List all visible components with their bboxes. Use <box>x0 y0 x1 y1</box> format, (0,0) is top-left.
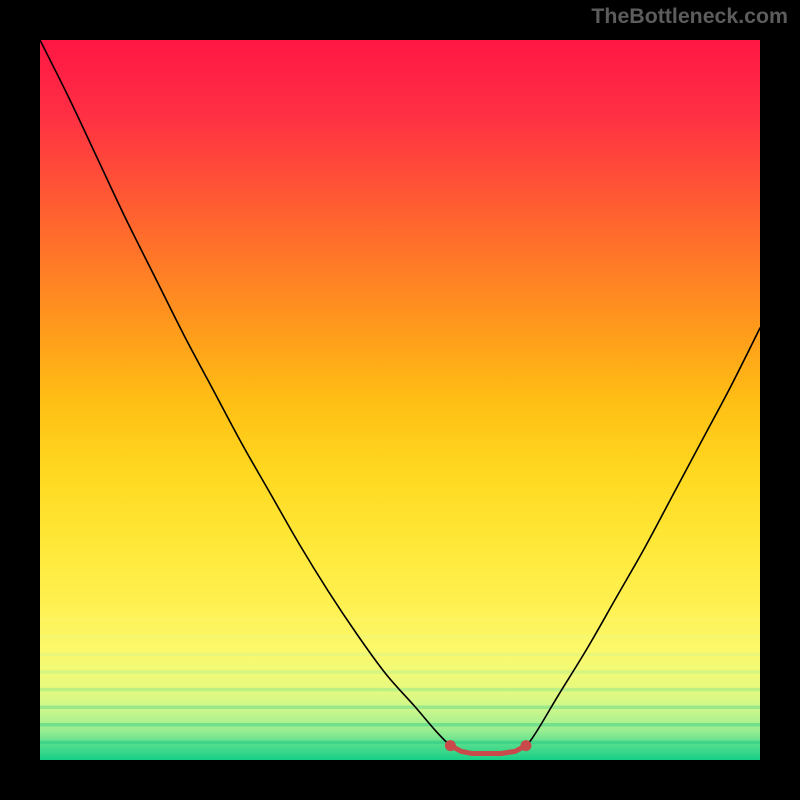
bottleneck-chart <box>0 0 800 800</box>
watermark-text: TheBottleneck.com <box>591 4 788 29</box>
chart-container: { "meta": { "width_px": 800, "height_px"… <box>0 0 800 800</box>
